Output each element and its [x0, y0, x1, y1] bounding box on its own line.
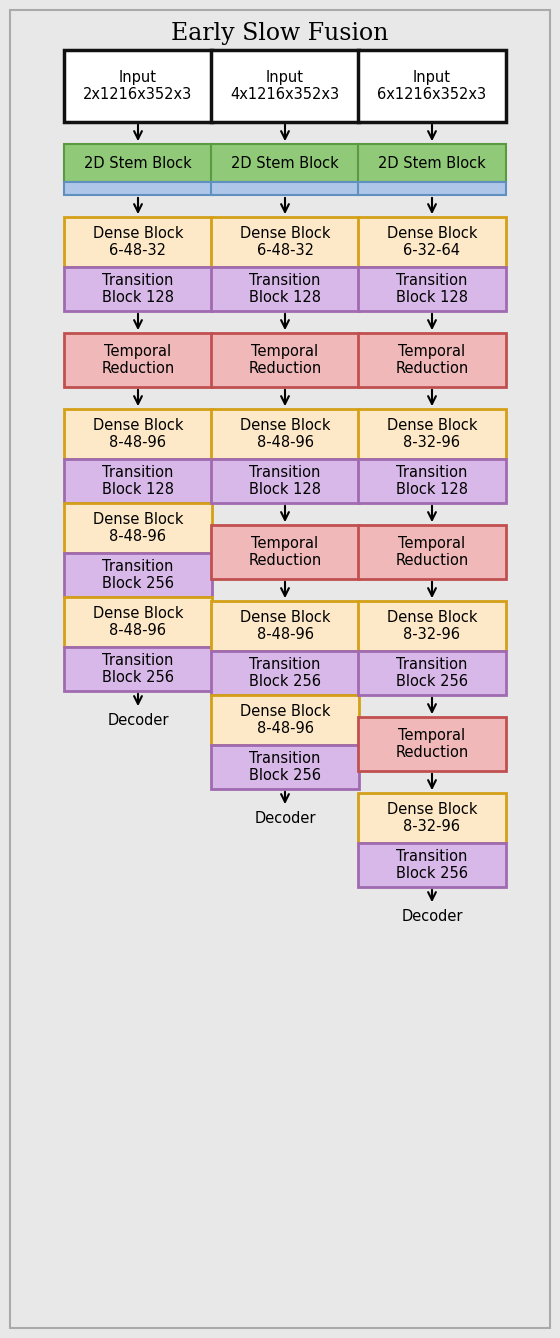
Text: Transition
Block 256: Transition Block 256: [102, 653, 174, 685]
Text: Decoder: Decoder: [108, 713, 169, 728]
Text: Decoder: Decoder: [402, 909, 463, 925]
Bar: [64, 333, 212, 387]
Text: Temporal
Reduction: Temporal Reduction: [395, 728, 469, 760]
Text: Transition
Block 128: Transition Block 128: [396, 464, 468, 498]
Text: 2D Stem Block: 2D Stem Block: [378, 155, 486, 170]
Bar: [211, 601, 359, 652]
Text: Transition
Block 128: Transition Block 128: [102, 273, 174, 305]
Bar: [211, 459, 359, 503]
Bar: [64, 409, 212, 459]
Text: Dense Block
8-48-96: Dense Block 8-48-96: [93, 606, 183, 638]
Text: Dense Block
8-48-96: Dense Block 8-48-96: [240, 704, 330, 736]
Text: Dense Block
8-32-96: Dense Block 8-32-96: [387, 801, 477, 834]
Bar: [358, 50, 506, 122]
Text: Transition
Block 256: Transition Block 256: [396, 848, 468, 882]
Bar: [211, 182, 359, 195]
Bar: [64, 648, 212, 690]
Bar: [358, 843, 506, 887]
Text: Transition
Block 128: Transition Block 128: [396, 273, 468, 305]
Bar: [64, 459, 212, 503]
Text: Input
2x1216x352x3: Input 2x1216x352x3: [83, 70, 193, 102]
Bar: [358, 268, 506, 310]
Text: Temporal
Reduction: Temporal Reduction: [249, 535, 321, 569]
Text: Transition
Block 128: Transition Block 128: [249, 464, 321, 498]
Bar: [358, 601, 506, 652]
Text: Dense Block
6-48-32: Dense Block 6-48-32: [93, 226, 183, 258]
Text: Dense Block
8-48-96: Dense Block 8-48-96: [240, 610, 330, 642]
Bar: [64, 145, 212, 182]
Text: Transition
Block 256: Transition Block 256: [249, 657, 321, 689]
Bar: [358, 793, 506, 843]
Bar: [211, 333, 359, 387]
Bar: [64, 182, 212, 195]
Bar: [211, 652, 359, 694]
Bar: [358, 459, 506, 503]
Bar: [211, 145, 359, 182]
Bar: [211, 694, 359, 745]
Text: Transition
Block 256: Transition Block 256: [249, 751, 321, 783]
Text: Early Slow Fusion: Early Slow Fusion: [171, 21, 389, 45]
Text: 2D Stem Block: 2D Stem Block: [84, 155, 192, 170]
Bar: [64, 503, 212, 553]
Bar: [211, 50, 359, 122]
Bar: [358, 652, 506, 694]
Bar: [64, 268, 212, 310]
Bar: [64, 553, 212, 597]
Text: Dense Block
8-32-96: Dense Block 8-32-96: [387, 610, 477, 642]
Text: Transition
Block 256: Transition Block 256: [102, 559, 174, 591]
Bar: [64, 50, 212, 122]
Text: Dense Block
8-48-96: Dense Block 8-48-96: [93, 512, 183, 545]
Bar: [358, 182, 506, 195]
Bar: [358, 409, 506, 459]
Text: Input
6x1216x352x3: Input 6x1216x352x3: [377, 70, 487, 102]
Bar: [211, 409, 359, 459]
Bar: [64, 597, 212, 648]
Text: Temporal
Reduction: Temporal Reduction: [395, 535, 469, 569]
Bar: [358, 333, 506, 387]
Text: Decoder: Decoder: [254, 811, 316, 826]
Bar: [358, 524, 506, 579]
Text: Input
4x1216x352x3: Input 4x1216x352x3: [230, 70, 339, 102]
Bar: [211, 745, 359, 789]
Text: 2D Stem Block: 2D Stem Block: [231, 155, 339, 170]
Text: Dense Block
6-48-32: Dense Block 6-48-32: [240, 226, 330, 258]
Text: Temporal
Reduction: Temporal Reduction: [395, 344, 469, 376]
Text: Dense Block
8-32-96: Dense Block 8-32-96: [387, 417, 477, 450]
Text: Temporal
Reduction: Temporal Reduction: [101, 344, 175, 376]
Text: Transition
Block 128: Transition Block 128: [102, 464, 174, 498]
Bar: [211, 217, 359, 268]
Bar: [358, 717, 506, 771]
Text: Temporal
Reduction: Temporal Reduction: [249, 344, 321, 376]
Bar: [358, 217, 506, 268]
Text: Dense Block
6-32-64: Dense Block 6-32-64: [387, 226, 477, 258]
Bar: [211, 268, 359, 310]
Text: Transition
Block 256: Transition Block 256: [396, 657, 468, 689]
Bar: [211, 524, 359, 579]
Bar: [358, 145, 506, 182]
Text: Transition
Block 128: Transition Block 128: [249, 273, 321, 305]
Bar: [64, 217, 212, 268]
Text: Dense Block
8-48-96: Dense Block 8-48-96: [93, 417, 183, 450]
Text: Dense Block
8-48-96: Dense Block 8-48-96: [240, 417, 330, 450]
